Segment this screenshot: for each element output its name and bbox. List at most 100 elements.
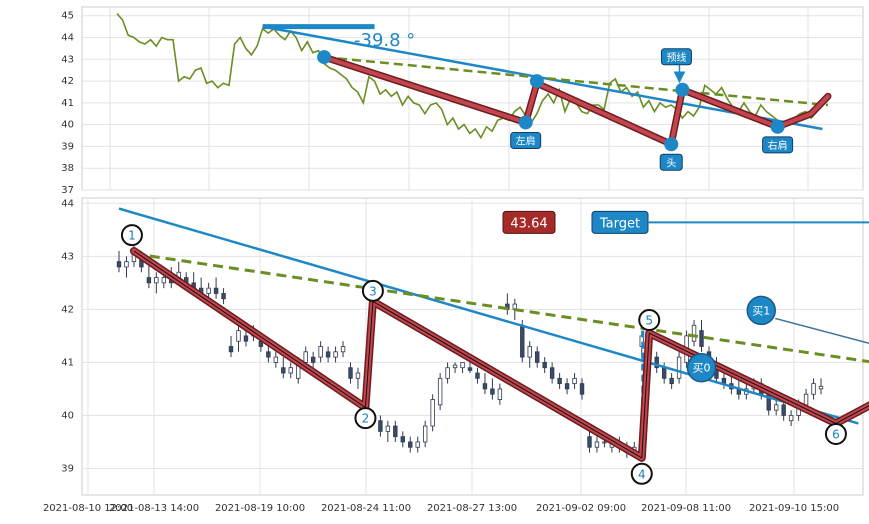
candle-body-57: [542, 362, 547, 369]
candle-body-29: [333, 351, 338, 358]
top-marker-badge-0-box: [510, 131, 542, 149]
top-y-tick-39: 39: [61, 141, 74, 152]
candle-body-43: [437, 377, 443, 406]
top-neckline: [324, 55, 829, 107]
x-tick-label-2: 2021-08-19 10:00: [215, 503, 305, 514]
bottom-y-tick-43: 43: [61, 251, 74, 262]
candle-body-89: [781, 404, 786, 416]
wave-label-5: 5: [645, 313, 653, 327]
candle-body-65: [602, 441, 607, 444]
top-panel: 37 38 39 40 41 42 43 44 45 -39.8 ° 左肩头 右肩 预线: [61, 6, 864, 196]
x-tick-label-6: 2021-09-08 11:00: [641, 503, 731, 514]
candle-body-6: [161, 277, 167, 284]
x-tick-label-7: 2021-09-10 15:00: [749, 503, 839, 514]
candle-body-94: [818, 385, 824, 390]
bottom-y-tick-41: 41: [61, 357, 74, 368]
candle-body-30: [340, 346, 346, 353]
candle-body-22: [281, 367, 286, 374]
top-left-point: [317, 50, 332, 65]
candle-body-38: [400, 436, 405, 443]
x-tick-label-3: 2021-08-24 11:00: [321, 503, 411, 514]
candle-body-60: [564, 383, 570, 390]
top-neckline-badge-box: [660, 48, 692, 66]
top-y-tick-37: 37: [61, 185, 74, 196]
candle-body-56: [535, 351, 540, 363]
candle-body-61: [572, 377, 577, 385]
x-tick-label-1: 2021-08-13 14:00: [109, 503, 199, 514]
candle-body-14: [221, 293, 226, 300]
top-marker-badge-2: 右肩: [762, 136, 794, 154]
x-tick-label-0: 2021-08-10 12:00: [43, 503, 133, 514]
candle-body-25: [303, 351, 308, 363]
wave-label-4: 4: [638, 467, 646, 481]
candle-body-58: [549, 367, 555, 379]
top-marker-badge-1: 头: [659, 153, 683, 171]
candle-body-23: [288, 367, 293, 374]
buy-circle-1: [686, 352, 717, 383]
bottom-y-tick-39: 39: [61, 463, 74, 474]
candle-body-1: [124, 261, 129, 268]
candle-body-26: [310, 356, 316, 363]
top-marker-point-0: [518, 115, 533, 130]
wave-circle-2: [354, 407, 377, 430]
candle-body-35: [378, 420, 383, 432]
buy-label-0: 买1: [752, 304, 770, 317]
candle-body-78: [699, 330, 704, 347]
candle-body-27: [318, 346, 323, 358]
buy-label-1: 买0: [693, 362, 711, 375]
candle-body-42: [430, 399, 435, 427]
top-marker-badge-2-box: [762, 136, 794, 154]
wave-label-3: 3: [369, 284, 377, 298]
candle-body-45: [452, 364, 458, 369]
candle-body-17: [243, 335, 249, 342]
candle-body-16: [236, 330, 241, 342]
candle-body-88: [773, 404, 779, 411]
candle-body-32: [355, 372, 361, 379]
top-neckline-point: [675, 82, 690, 97]
candle-body-63: [587, 436, 592, 448]
top-y-tick-45: 45: [61, 11, 74, 22]
wave-circle-6: [824, 423, 847, 446]
candle-body-90: [788, 415, 794, 422]
bottom-y-tick-40: 40: [61, 410, 74, 421]
bottom-y-tick-42: 42: [61, 304, 74, 315]
candle-body-62: [579, 383, 585, 395]
wave-label-6: 6: [832, 428, 840, 442]
top-neck-point: [529, 74, 544, 89]
candle-body-46: [460, 362, 465, 369]
candle-body-39: [408, 441, 413, 448]
buy-arrow-0: [775, 317, 869, 345]
bottom-y-tick-44: 44: [61, 198, 74, 209]
top-plot-area: [81, 6, 864, 191]
candle-body-74: [669, 377, 674, 385]
x-tick-label-5: 2021-09-02 09:00: [536, 503, 626, 514]
candle-body-0: [116, 261, 122, 268]
top-price-line: [116, 12, 829, 140]
wave-circle-4: [630, 462, 653, 485]
top-y-tick-43: 43: [61, 54, 74, 65]
zigzag-core: [133, 250, 869, 459]
top-marker-badge-0: 左肩: [510, 131, 542, 149]
top-marker-badge-1-box: [659, 153, 683, 171]
top-neckline-badge: 预线: [660, 48, 692, 66]
candle-body-73: [661, 367, 667, 379]
target-text: Target: [599, 216, 640, 231]
candle-body-21: [273, 356, 279, 363]
candle-body-77: [691, 324, 697, 342]
top-marker-point-1: [664, 137, 679, 152]
wave-circle-5: [638, 308, 661, 331]
bottom-trendline: [118, 207, 859, 425]
wave-circle-1: [120, 224, 143, 247]
bottom-grid: [82, 198, 863, 495]
candle-body-93: [811, 383, 816, 395]
top-y-tick-38: 38: [61, 163, 74, 174]
candle-body-44: [445, 367, 450, 379]
top-marker-badge-1-text: 头: [666, 157, 676, 169]
candle-body-48: [475, 372, 480, 379]
candle-body-75: [676, 356, 682, 379]
candle-body-59: [557, 377, 562, 385]
candle-body-12: [206, 287, 211, 294]
candle-body-54: [520, 324, 525, 358]
